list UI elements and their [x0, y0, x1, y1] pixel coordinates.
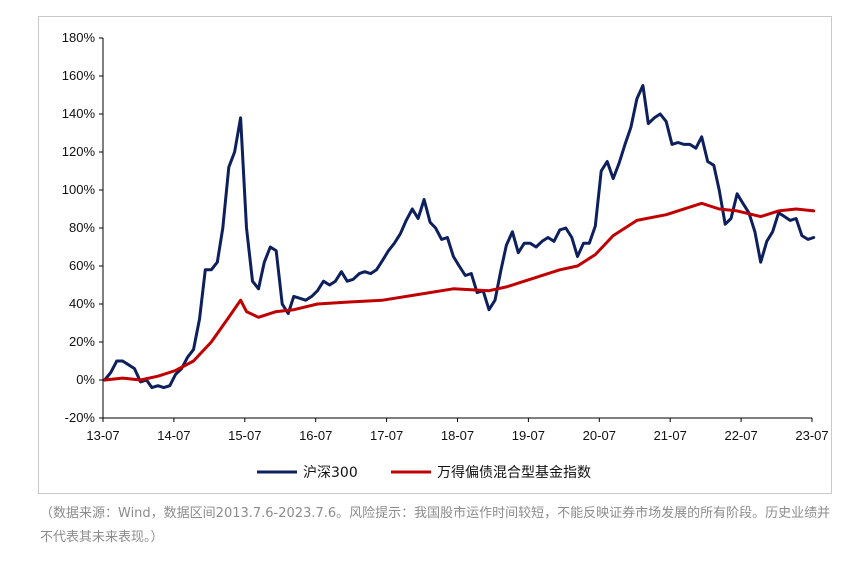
- x-tick-label: 20-07: [583, 428, 616, 443]
- x-tick-label: 21-07: [654, 428, 687, 443]
- y-tick-label: 160%: [62, 68, 96, 83]
- x-tick-label: 22-07: [724, 428, 757, 443]
- y-tick-label: 0%: [76, 372, 95, 387]
- x-tick-label: 17-07: [370, 428, 403, 443]
- x-tick-label: 13-07: [86, 428, 119, 443]
- series-line-2: [103, 201, 816, 382]
- y-tick-label: 140%: [62, 106, 96, 121]
- chart-frame: -20% 0% 20% 40% 60% 80% 100% 120% 140% 160% 180% 1…: [38, 16, 832, 494]
- series-layer: [103, 84, 816, 390]
- legend-label-1: 沪深300: [303, 465, 358, 481]
- x-tick-label: 19-07: [512, 428, 545, 443]
- y-tick-label: 120%: [62, 144, 96, 159]
- y-tick-label: 60%: [69, 258, 95, 273]
- x-tick-label: 15-07: [228, 428, 261, 443]
- y-tick-label: 100%: [62, 182, 96, 197]
- data-source-note: （数据来源：Wind，数据区间2013.7.6-2023.7.6。风险提示：我国…: [40, 506, 831, 545]
- line-chart: -20% 0% 20% 40% 60% 80% 100% 120% 140% 160% 180% 1…: [62, 30, 829, 481]
- x-tick-label: 18-07: [441, 428, 474, 443]
- x-axis-ticks: 13-07 14-07 15-07 16-07 17-07 18-07 19-07 20-07…: [86, 418, 829, 443]
- y-tick-label: 20%: [69, 334, 95, 349]
- x-tick-label: 23-07: [795, 428, 828, 443]
- y-tick-label: 80%: [69, 220, 95, 235]
- y-tick-label: -20%: [65, 410, 96, 425]
- y-tick-label: 180%: [62, 30, 96, 45]
- x-tick-label: 14-07: [157, 428, 190, 443]
- legend-label-2: 万得偏债混合型基金指数: [437, 464, 591, 481]
- legend: 沪深300 万得偏债混合型基金指数: [257, 464, 591, 481]
- y-axis-ticks: -20% 0% 20% 40% 60% 80% 100% 120% 140% 160% 180%: [62, 30, 103, 425]
- y-tick-label: 40%: [69, 296, 95, 311]
- series-line-1: [103, 84, 816, 390]
- x-tick-label: 16-07: [299, 428, 332, 443]
